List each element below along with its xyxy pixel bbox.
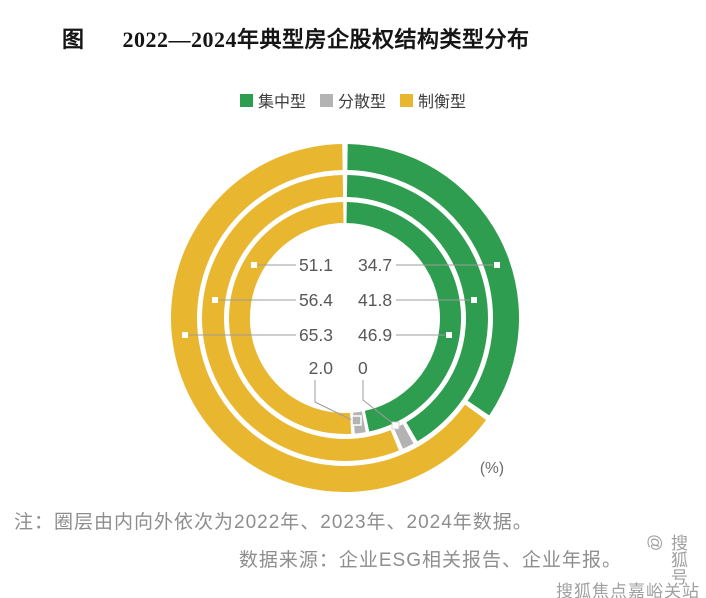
chart-title: 图 2022—2024年典型房企股权结构类型分布 <box>62 22 530 54</box>
unit-label: (%) <box>480 460 504 477</box>
title-prefix: 图 <box>62 27 85 52</box>
value-label-2023-concentrated: 41.8 <box>358 290 392 310</box>
title-text: 2022—2024年典型房企股权结构类型分布 <box>122 27 530 52</box>
value-label-2022-concentrated: 46.9 <box>358 325 392 345</box>
value-label-2022-dispersed: 2.0 <box>309 358 334 378</box>
leader-line-2024-dispersed <box>362 380 396 426</box>
legend-item-dispersed: 分散型 <box>319 88 386 112</box>
legend-label-dispersed: 分散型 <box>337 94 386 111</box>
donut-segment-2022-集中型 <box>346 202 462 432</box>
donut-segment-2022-制衡型 <box>228 202 352 434</box>
source-text: 数据来源：企业ESG相关报告、企业年报。 <box>238 550 622 571</box>
legend-swatch-yellow <box>400 93 413 107</box>
value-labels: 51.1 56.4 65.3 2.0 34.7 41.8 46.9 0 (%) <box>299 255 504 477</box>
leader-lines <box>189 264 493 426</box>
legend-swatch-gray <box>319 93 333 107</box>
legend: 集中型 分散型 制衡型 <box>0 88 706 112</box>
watermark-horizontal: 搜狐焦点嘉峪关站 <box>556 582 700 598</box>
ring-marker-dot <box>212 297 218 303</box>
donut-segment-2023-集中型 <box>346 175 488 442</box>
legend-label-balanced: 制衡型 <box>418 94 467 111</box>
ring-marker-dot <box>251 262 257 268</box>
ring-marker-dot <box>182 332 188 338</box>
legend-swatch-green <box>239 93 253 107</box>
legend-label-concentrated: 集中型 <box>257 94 306 111</box>
leader-line-2022-dispersed <box>314 380 353 421</box>
ring-markers <box>182 262 500 430</box>
footnote-text: 注：圈层由内向外依次为2022年、2023年、2024年数据。 <box>14 512 533 533</box>
ring-marker-dot <box>494 262 500 268</box>
ring-marker-dot <box>471 297 477 303</box>
value-label-2022-balanced: 51.1 <box>299 255 333 275</box>
legend-item-concentrated: 集中型 <box>239 88 306 112</box>
donut-rings-layer <box>171 144 520 492</box>
dispersed-marker-square <box>351 415 362 426</box>
value-label-2023-balanced: 56.4 <box>299 290 333 310</box>
value-label-2024-balanced: 65.3 <box>299 325 333 345</box>
donut-segment-2024-集中型 <box>347 144 520 416</box>
value-label-2024-dispersed: 0 <box>358 358 368 378</box>
donut-segment-2023-分散型 <box>394 424 414 449</box>
value-label-2024-concentrated: 34.7 <box>358 255 392 275</box>
zero-marker-square <box>391 421 400 430</box>
ring-marker-dot <box>446 332 452 338</box>
watermark-vertical: 搜狐号@ <box>646 534 687 585</box>
legend-item-balanced: 制衡型 <box>400 88 466 112</box>
